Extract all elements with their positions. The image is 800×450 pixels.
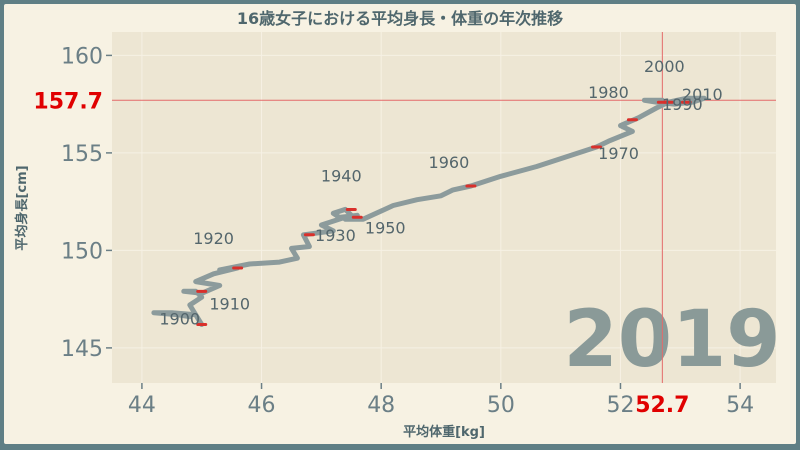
decade-label-1980: 1980 bbox=[588, 83, 629, 102]
decade-labels: 1900 1910 1920 1930 1940 1950 1960 1970 1980 1990… bbox=[159, 57, 722, 328]
grid bbox=[112, 32, 776, 383]
plot-area bbox=[112, 32, 776, 383]
axis-ticks: 44 46 48 50 52 54 145 150 155 160 bbox=[61, 44, 754, 418]
highlight-crosshair bbox=[112, 32, 776, 383]
chart-title: 16歳女子における平均身長・体重の年次推移 bbox=[237, 9, 563, 28]
decade-markers bbox=[196, 100, 692, 326]
y-tick-label: 145 bbox=[61, 337, 103, 362]
y-axis-label: 平均身長[cm] bbox=[14, 165, 30, 250]
decade-label-1900: 1900 bbox=[159, 310, 200, 329]
x-tick-label: 48 bbox=[367, 393, 395, 418]
x-tick-label: 44 bbox=[128, 393, 156, 418]
decade-label-1940: 1940 bbox=[321, 166, 362, 185]
decade-label-1950: 1950 bbox=[365, 218, 406, 237]
decade-label-1960: 1960 bbox=[429, 153, 470, 172]
decade-label-1920: 1920 bbox=[193, 229, 234, 248]
series-trajectory-line bbox=[151, 95, 707, 327]
y-tick-label: 155 bbox=[61, 142, 103, 167]
x-tick-label: 50 bbox=[487, 393, 515, 418]
y-tick-label: 150 bbox=[61, 239, 103, 264]
x-tick-label: 52 bbox=[606, 393, 634, 418]
x-tick-label: 46 bbox=[248, 393, 276, 418]
decade-label-1910: 1910 bbox=[209, 294, 250, 313]
decade-label-1930: 1930 bbox=[315, 226, 356, 245]
decade-label-2000: 2000 bbox=[644, 57, 685, 76]
decade-label-2010: 2010 bbox=[682, 85, 723, 104]
current-year-label: 2019 bbox=[563, 295, 780, 385]
highlight-y-value: 157.7 bbox=[33, 89, 103, 114]
x-axis-label: 平均体重[kg] bbox=[403, 424, 485, 440]
x-tick-label: 54 bbox=[726, 393, 754, 418]
decade-label-1990: 1990 bbox=[662, 95, 703, 114]
decade-label-1970: 1970 bbox=[598, 144, 639, 163]
highlight-x-value: 52.7 bbox=[635, 393, 689, 418]
y-tick-label: 160 bbox=[61, 44, 103, 69]
